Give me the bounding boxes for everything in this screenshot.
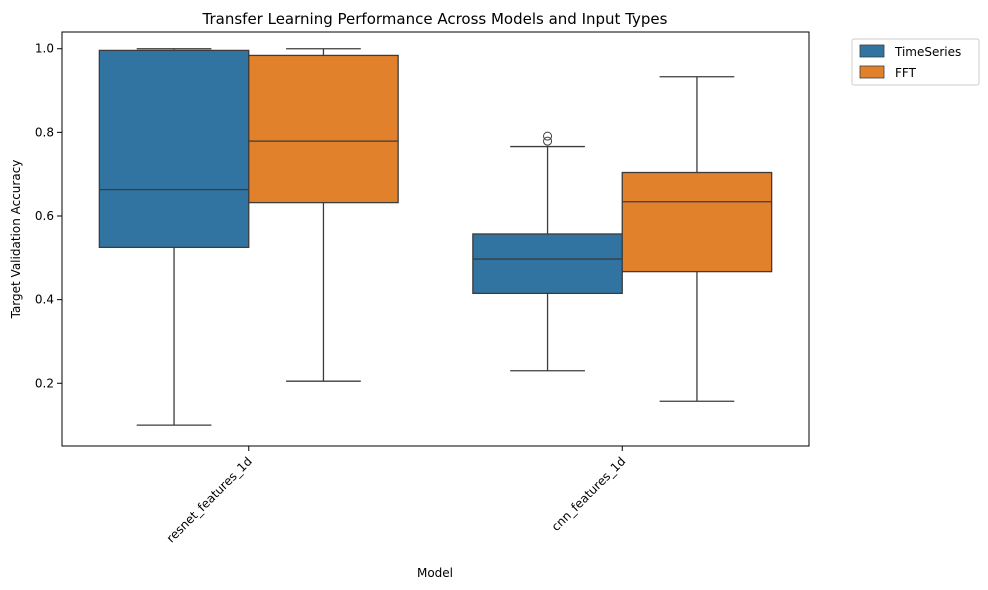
y-tick-label: 0.6 [35, 209, 54, 223]
y-tick-label: 1.0 [35, 42, 54, 56]
outlier-point [543, 136, 553, 146]
box-group-timeseries-cnn_features_1d [472, 131, 623, 372]
box-iqr [621, 171, 773, 273]
legend-label-timeseries: TimeSeries [894, 45, 961, 59]
y-tick-label: 0.2 [35, 376, 54, 390]
chart-title: Transfer Learning Performance Across Mod… [202, 10, 668, 28]
y-tick-label: 0.8 [35, 125, 54, 139]
legend: TimeSeries FFT [851, 38, 980, 86]
box-iqr [248, 54, 399, 204]
box-group-timeseries-resnet_features_1d [98, 48, 250, 426]
box-group-fft-cnn_features_1d [621, 76, 773, 402]
x-axis-label: Model [417, 566, 453, 580]
legend-swatch-fft [859, 65, 885, 79]
y-tick-label: 0.4 [35, 293, 54, 307]
outlier-point [543, 131, 553, 141]
legend-swatch-timeseries [859, 44, 885, 58]
plot-area [98, 48, 773, 426]
x-tick-label: cnn_features_1d [549, 454, 629, 534]
box-iqr [98, 49, 250, 249]
box-group-fft-resnet_features_1d [248, 48, 399, 382]
legend-label-fft: FFT [895, 66, 917, 80]
box-iqr [472, 233, 623, 295]
plot-frame [61, 31, 810, 447]
x-tick-label: resnet_features_1d [164, 454, 255, 545]
y-axis: 0.2 0.4 0.6 0.8 1.0 [35, 42, 62, 390]
y-axis-label: Target Validation Accuracy [9, 160, 23, 320]
x-axis: resnet_features_1d cnn_features_1d [164, 446, 629, 545]
